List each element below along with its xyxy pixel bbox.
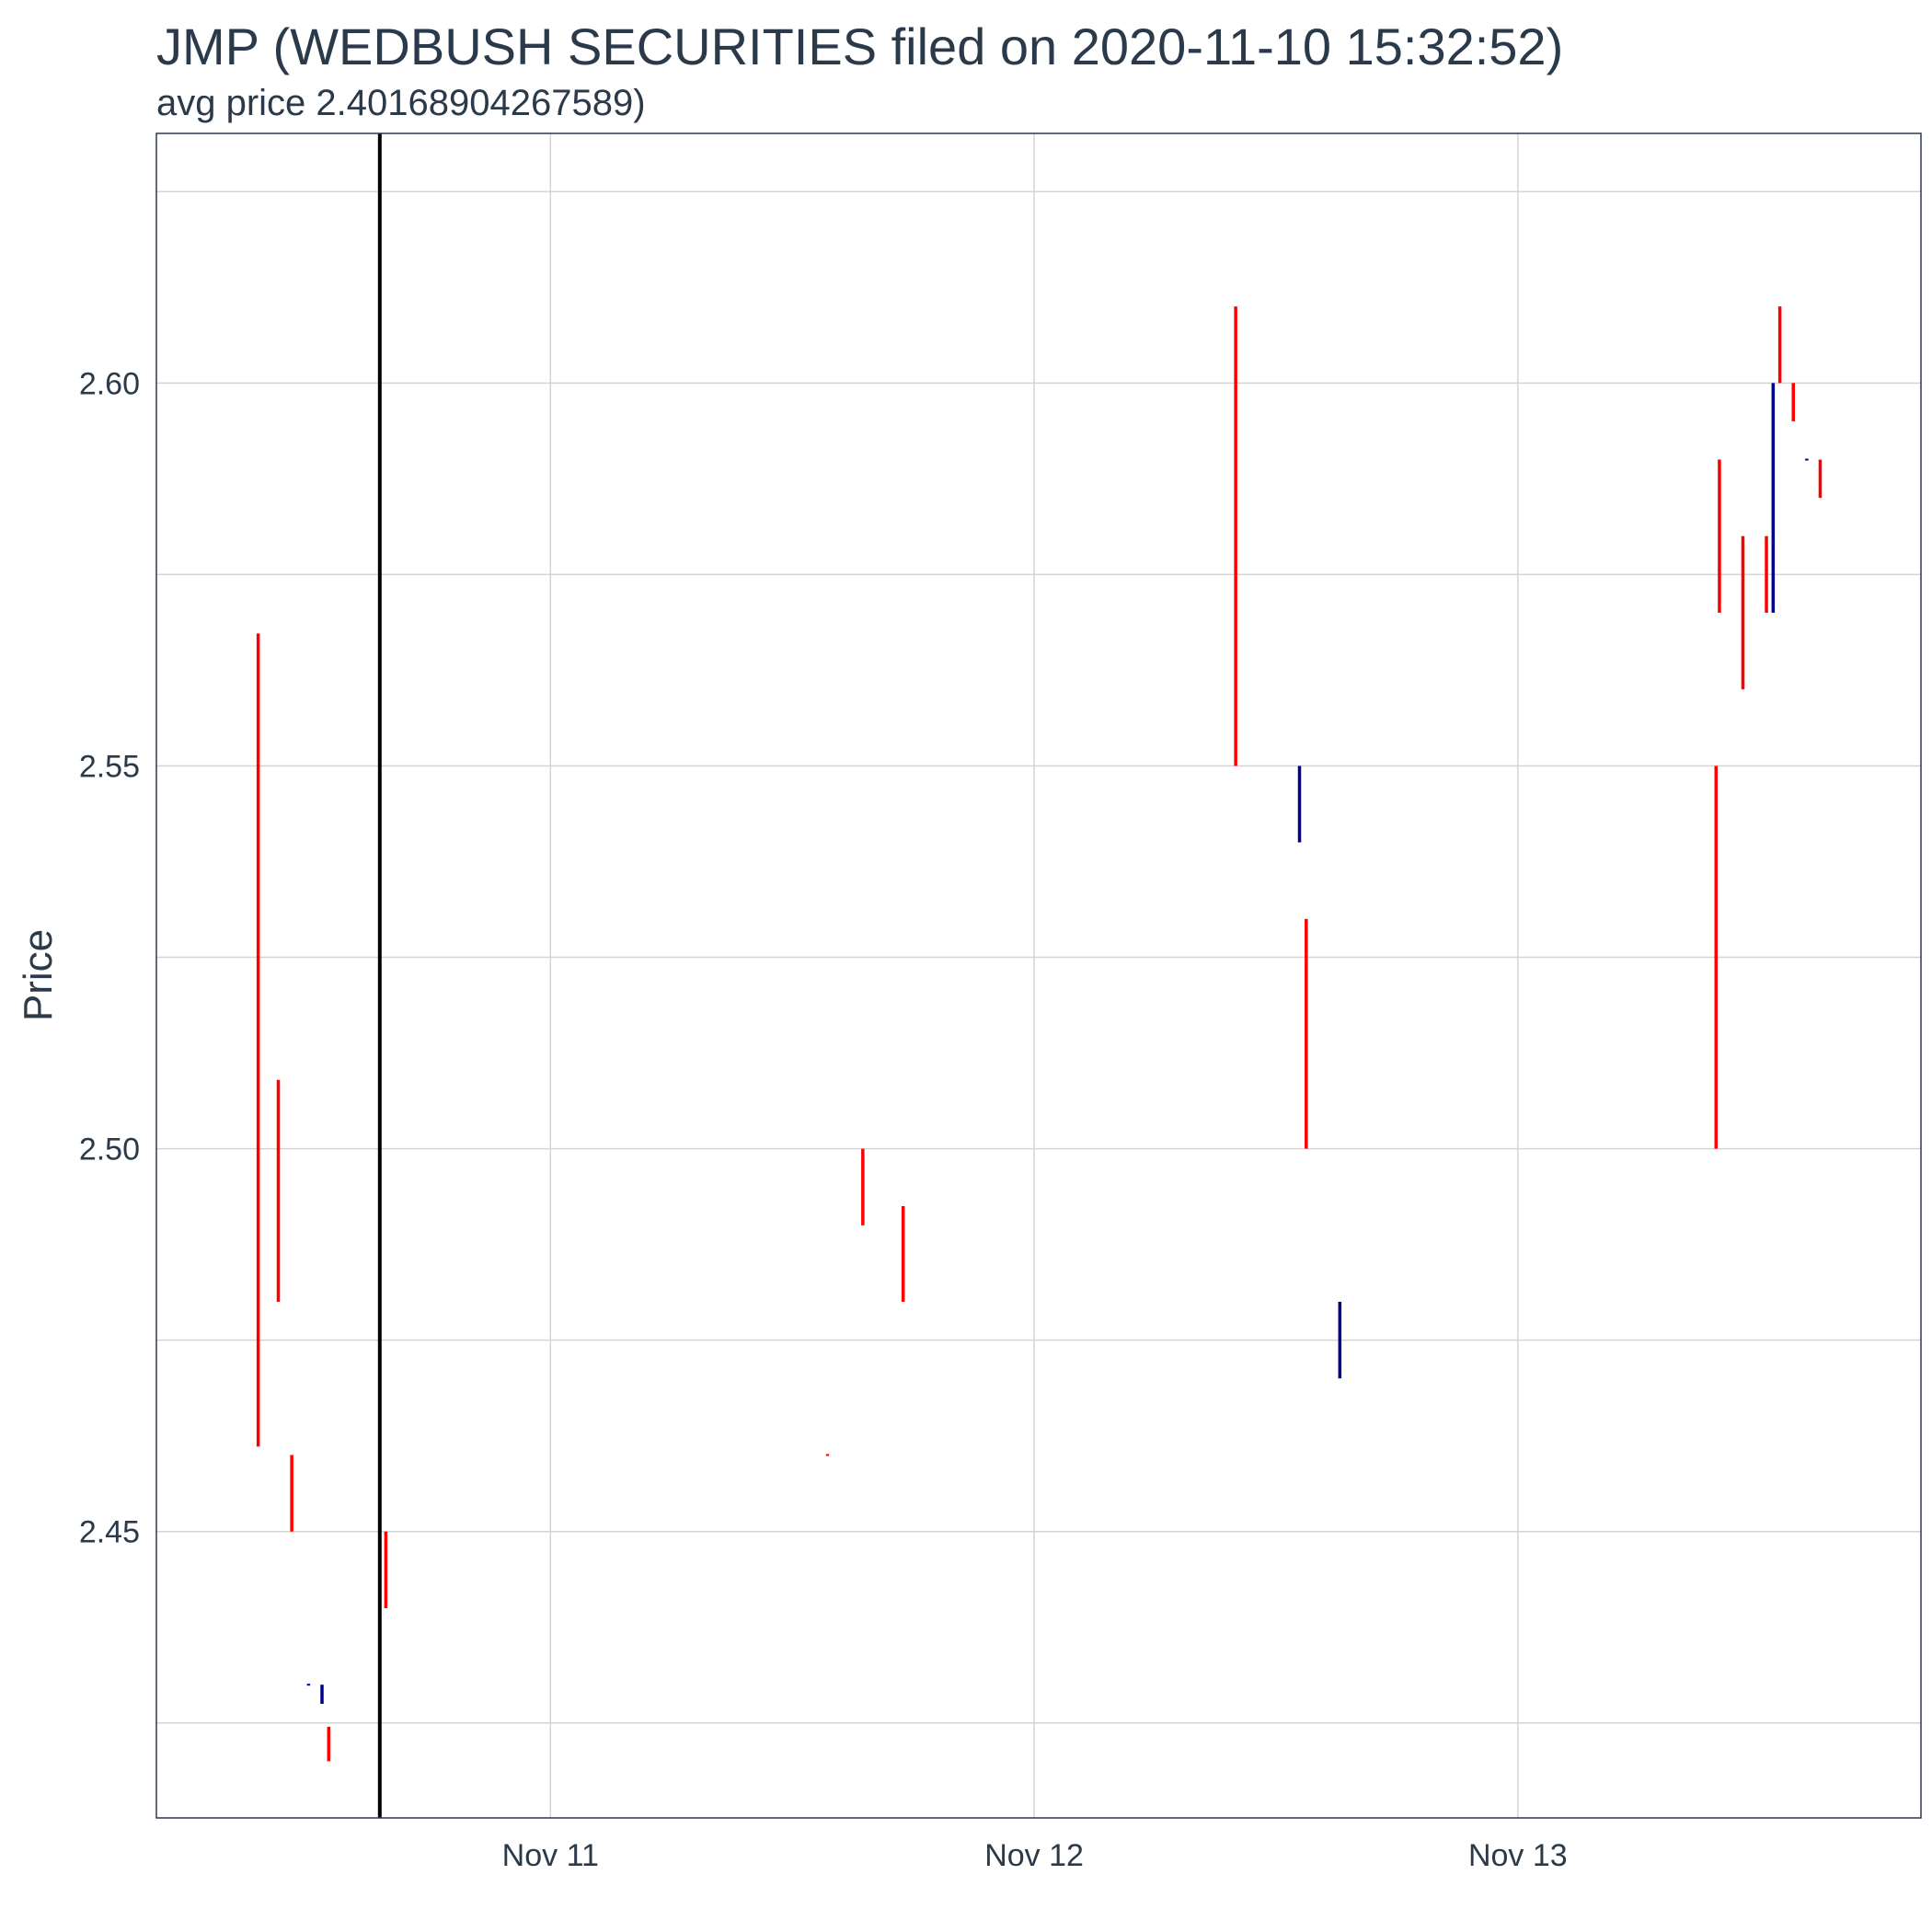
x-tick-label: Nov 13 <box>1468 1838 1568 1873</box>
price-bars <box>256 306 1823 1762</box>
x-tick-label: Nov 12 <box>984 1838 1084 1873</box>
chart-subtitle: avg price 2.40168904267589) <box>156 83 646 123</box>
y-axis-title: Price <box>16 929 61 1021</box>
y-tick-label: 2.50 <box>79 1133 140 1167</box>
plot-border <box>155 132 1922 1819</box>
y-tick-label: 2.45 <box>79 1515 140 1550</box>
tick-labels: 2.45 2.50 2.55 2.60 Nov 11 Nov 12 Nov 13 <box>79 366 1568 1873</box>
chart-title: JMP (WEDBUSH SECURITIES filed on 2020-11… <box>156 17 1564 75</box>
x-tick-label: Nov 11 <box>502 1838 599 1873</box>
y-tick-label: 2.55 <box>79 749 140 784</box>
y-tick-label: 2.60 <box>79 366 140 401</box>
grid-lines <box>156 133 1921 1818</box>
